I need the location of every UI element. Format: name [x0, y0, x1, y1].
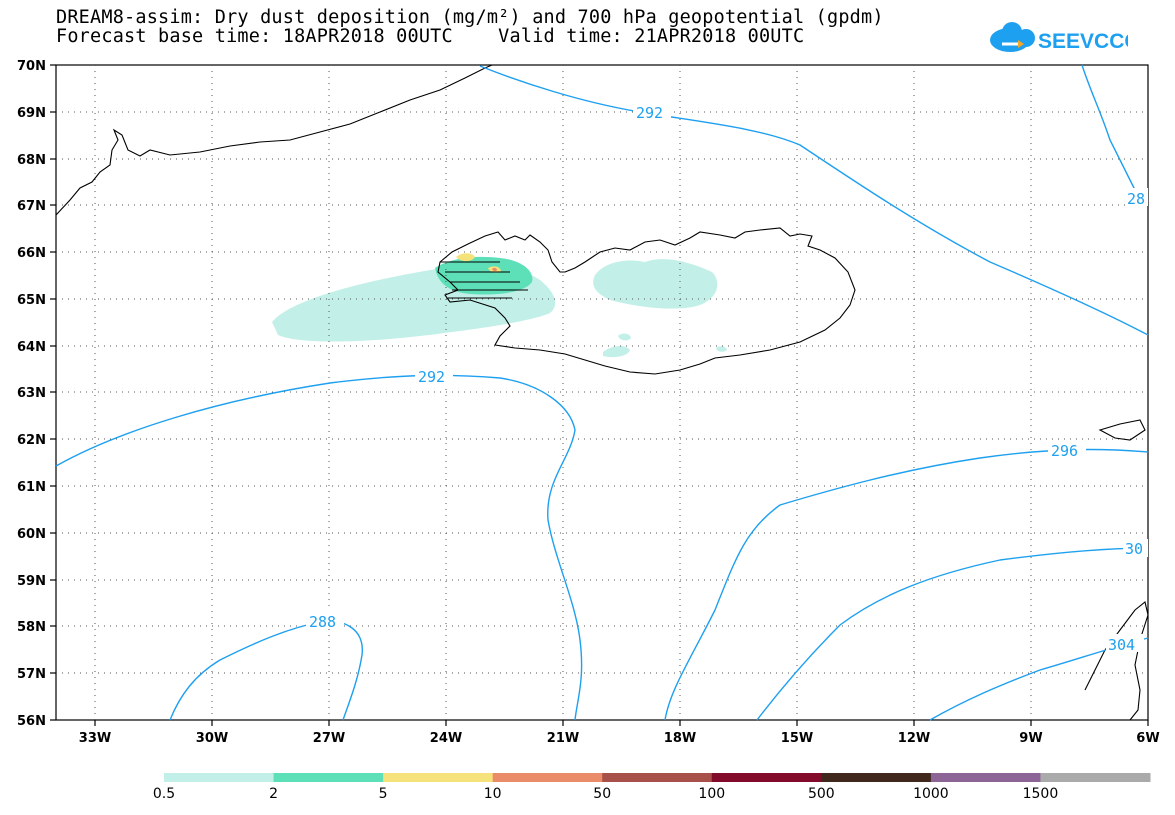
dust-deposition-field	[272, 253, 727, 358]
contour-label-300: 30	[1125, 540, 1143, 558]
longitude-labels: 33W 30W 27W 24W 21W 18W 15W 12W 9W 6W	[79, 731, 1160, 746]
contour-292-south	[55, 374, 583, 721]
lat-label: 64N	[17, 340, 46, 355]
lon-label: 21W	[547, 731, 579, 746]
contour-28-edge	[1081, 64, 1141, 201]
contour-296	[664, 448, 1149, 721]
contour-label-296: 296	[1051, 442, 1078, 460]
legend-swatch	[492, 773, 603, 782]
geopotential-contours	[55, 64, 1149, 721]
lon-label: 33W	[79, 731, 111, 746]
legend-swatch	[164, 773, 275, 782]
cloud-icon	[990, 22, 1035, 52]
lat-label: 68N	[17, 153, 46, 168]
westfjords-detail	[440, 261, 528, 299]
lat-label: 67N	[17, 199, 46, 214]
lat-label: 61N	[17, 480, 46, 495]
legend-swatch	[821, 773, 932, 782]
lon-label: 27W	[313, 731, 345, 746]
contour-label-288: 288	[309, 613, 336, 631]
faroe-norway-coast	[1098, 419, 1146, 441]
legend-label: 10	[484, 786, 502, 802]
forecast-times: Forecast base time: 18APR2018 00UTC Vali…	[56, 26, 805, 47]
lat-label: 58N	[17, 620, 46, 635]
latitude-labels: 70N 69N 68N 67N 66N 65N 64N 63N 62N 61N …	[17, 59, 46, 729]
contour-label-292-top: 292	[636, 104, 663, 122]
lon-label: 9W	[1019, 731, 1042, 746]
lon-label: 24W	[430, 731, 462, 746]
lat-label: 63N	[17, 386, 46, 401]
legend-label: 2	[269, 786, 278, 802]
legend-label: 5	[379, 786, 388, 802]
lat-label: 62N	[17, 433, 46, 448]
contour-labels: 292 292 288 296 30 304 28	[306, 102, 1148, 654]
axis-ticks	[50, 64, 1149, 726]
lon-label: 15W	[781, 731, 813, 746]
legend-colorbar	[164, 773, 1151, 782]
legend-label: 100	[698, 786, 725, 802]
lat-label: 56N	[17, 714, 46, 729]
contour-label-292-mid: 292	[418, 368, 445, 386]
lon-label: 12W	[898, 731, 930, 746]
coastlines	[55, 64, 1149, 721]
legend-swatch	[383, 773, 494, 782]
lat-label: 59N	[17, 574, 46, 589]
contour-300	[756, 547, 1149, 721]
lat-label: 66N	[17, 246, 46, 261]
legend-swatch	[1040, 773, 1151, 782]
contour-label-304: 304	[1108, 636, 1135, 654]
contour-label-28: 28	[1127, 190, 1145, 208]
lon-label: 6W	[1136, 731, 1159, 746]
greenland-coast	[55, 64, 493, 216]
legend-label: 1000	[913, 786, 949, 802]
lat-label: 57N	[17, 667, 46, 682]
lon-label: 30W	[196, 731, 228, 746]
legend-swatch	[602, 773, 713, 782]
scotland-coast	[1084, 601, 1149, 721]
legend-label: 0.5	[153, 786, 175, 802]
legend-label: 50	[593, 786, 611, 802]
lat-label: 70N	[17, 59, 46, 74]
legend-label: 500	[808, 786, 835, 802]
lat-label: 65N	[17, 293, 46, 308]
map-title: DREAM8-assim: Dry dust deposition (mg/m²…	[56, 7, 884, 28]
lon-label: 18W	[664, 731, 696, 746]
contour-292-north	[479, 65, 1149, 336]
lat-label: 69N	[17, 106, 46, 121]
legend-swatch	[273, 773, 384, 782]
iceland-coast	[437, 227, 856, 375]
logo-text: SEEVCCC	[1038, 30, 1128, 53]
legend-swatch	[930, 773, 1041, 782]
legend-labels: 0.5 2 5 10 50 100 500 1000 1500	[153, 786, 1058, 802]
lat-label: 60N	[17, 527, 46, 542]
legend-label: 1500	[1023, 786, 1059, 802]
legend-swatch	[711, 773, 822, 782]
seevccc-logo: SEEVCCC	[990, 22, 1128, 53]
